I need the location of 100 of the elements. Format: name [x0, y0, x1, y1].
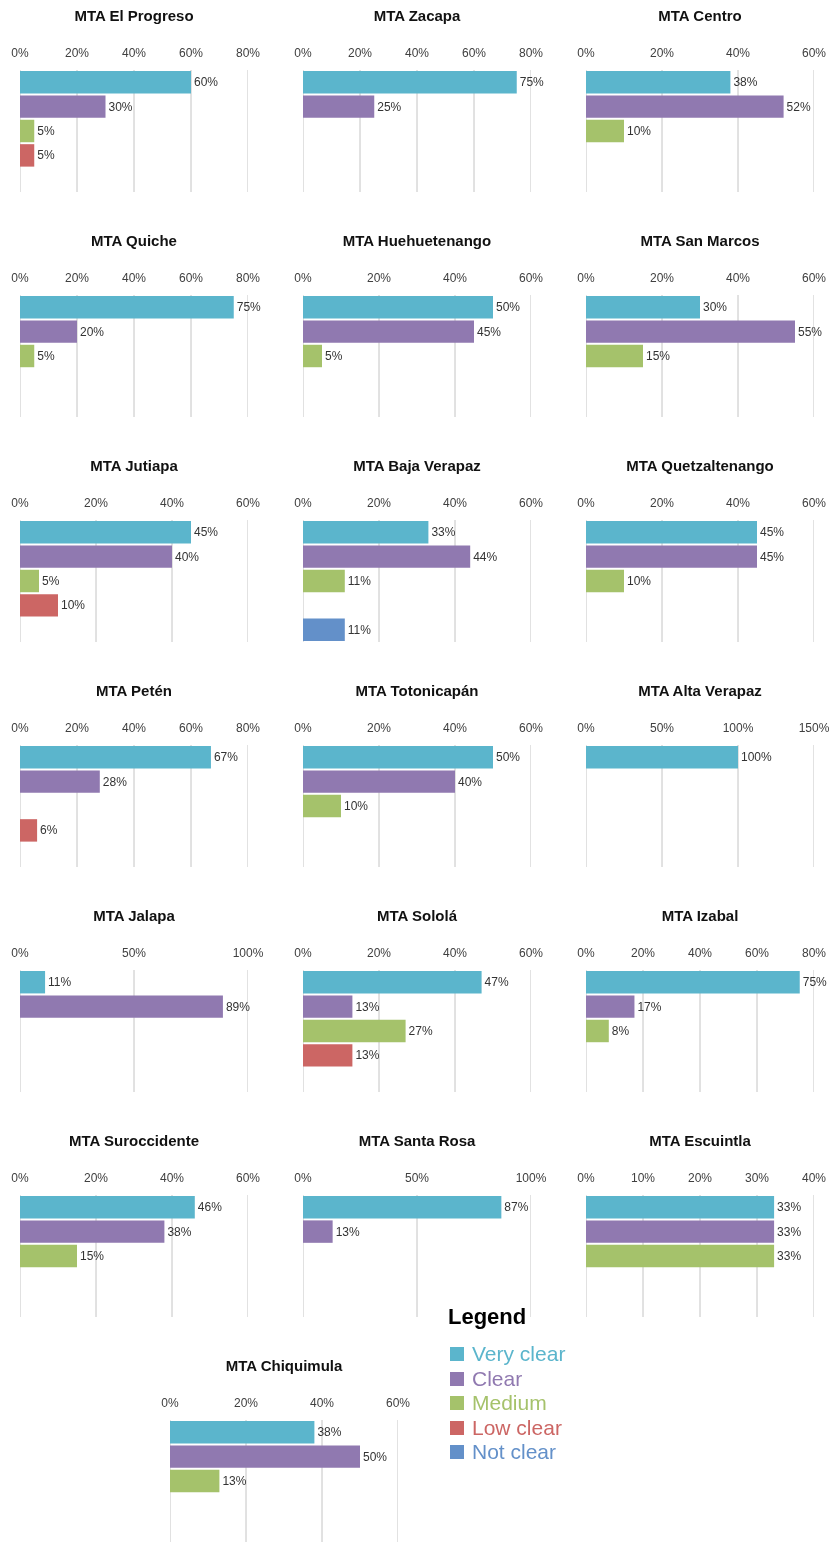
data-label: 25% — [377, 99, 402, 114]
x-tick-label: 30% — [744, 1170, 770, 1185]
x-tick-label: 80% — [801, 945, 827, 960]
chart-title: MTA Chiquimula — [225, 1356, 343, 1374]
chart-title: MTA Sololá — [377, 906, 458, 924]
x-tick-label: 10% — [630, 1170, 656, 1185]
data-label: 75% — [236, 300, 262, 315]
x-tick-label: 40% — [442, 495, 468, 510]
bar — [20, 770, 100, 793]
data-label: 87% — [504, 1200, 529, 1215]
bar — [586, 320, 795, 343]
x-tick-label: 60% — [518, 720, 544, 735]
bar — [303, 745, 493, 769]
bar — [303, 618, 345, 642]
legend-label: Clear — [472, 1366, 523, 1391]
chart-title: MTA Jutiapa — [90, 456, 179, 474]
data-label: 11% — [347, 574, 372, 588]
chart-title: MTA Izabal — [661, 906, 739, 924]
data-label: 67% — [213, 750, 239, 765]
legend-label: Medium — [472, 1391, 547, 1416]
x-tick-label: 80% — [235, 270, 261, 285]
x-tick-label: 60% — [518, 495, 544, 510]
x-tick-label: 0% — [11, 1170, 29, 1185]
x-tick-label: 20% — [64, 270, 90, 285]
data-label: 30% — [703, 300, 728, 315]
x-tick-label: 60% — [178, 720, 204, 735]
bar — [303, 295, 493, 319]
data-label: 13% — [355, 1048, 380, 1063]
x-tick-label: 60% — [178, 45, 204, 60]
data-label: 17% — [637, 999, 662, 1014]
data-label: 8% — [611, 1024, 630, 1038]
bar — [20, 545, 172, 568]
data-label: 5% — [325, 349, 343, 363]
x-tick-label: 60% — [178, 270, 204, 285]
x-tick-label: 0% — [294, 45, 312, 60]
x-tick-label: 60% — [385, 1395, 411, 1410]
x-tick-label: 0% — [577, 45, 595, 60]
bar — [586, 95, 784, 118]
x-tick-label: 150% — [798, 720, 830, 735]
bar — [20, 70, 191, 94]
data-label: 5% — [37, 148, 55, 163]
x-tick-label: 0% — [294, 945, 312, 960]
chart-title: MTA Petén — [96, 681, 172, 699]
data-label: 10% — [627, 574, 652, 588]
chart-title: MTA Suroccidente — [68, 1131, 200, 1149]
bar — [303, 970, 482, 994]
bar — [303, 320, 474, 343]
data-label: 45% — [194, 525, 219, 540]
x-tick-label: 0% — [294, 270, 312, 285]
chart-title: MTA Quiche — [91, 231, 177, 249]
data-label: 6% — [40, 823, 58, 838]
data-label: 28% — [102, 774, 128, 789]
data-label: 38% — [733, 75, 758, 90]
data-label: 20% — [80, 324, 105, 339]
data-label: 60% — [194, 75, 219, 90]
bar — [20, 119, 35, 143]
x-tick-label: 0% — [577, 270, 595, 285]
chart-title: MTA Zacapa — [373, 6, 461, 24]
chart-title: MTA Centro — [658, 6, 742, 24]
data-label: 50% — [496, 750, 521, 765]
bar — [20, 569, 39, 593]
data-label: 38% — [167, 1224, 192, 1239]
data-label: 75% — [519, 75, 545, 90]
bar — [303, 569, 345, 593]
chart-title: MTA San Marcos — [640, 231, 760, 249]
x-tick-label: 20% — [630, 945, 656, 960]
data-label: 45% — [760, 549, 785, 564]
x-tick-label: 60% — [518, 270, 544, 285]
x-tick-label: 0% — [577, 720, 595, 735]
x-tick-label: 40% — [442, 945, 468, 960]
data-label: 27% — [408, 1024, 433, 1038]
x-tick-label: 60% — [801, 495, 827, 510]
chart-title: MTA Escuintla — [649, 1131, 752, 1149]
data-label: 13% — [355, 999, 380, 1014]
x-tick-label: 0% — [577, 945, 595, 960]
x-tick-label: 20% — [64, 45, 90, 60]
data-label: 33% — [777, 1249, 802, 1263]
x-tick-label: 20% — [687, 1170, 713, 1185]
bar — [20, 320, 77, 343]
x-tick-label: 60% — [235, 1170, 261, 1185]
data-label: 11% — [347, 622, 372, 637]
x-tick-label: 40% — [121, 45, 147, 60]
x-tick-label: 0% — [11, 945, 29, 960]
x-tick-label: 50% — [121, 945, 147, 960]
bar — [20, 1220, 165, 1243]
x-tick-label: 40% — [159, 1170, 185, 1185]
data-label: 33% — [777, 1200, 802, 1215]
x-tick-label: 60% — [235, 495, 261, 510]
bar — [303, 794, 341, 818]
data-label: 10% — [344, 799, 369, 813]
data-label: 52% — [786, 99, 811, 114]
x-tick-label: 20% — [83, 1170, 109, 1185]
x-tick-label: 60% — [461, 45, 487, 60]
chart-title: MTA Santa Rosa — [358, 1131, 476, 1149]
x-tick-label: 20% — [347, 45, 373, 60]
x-tick-label: 40% — [159, 495, 185, 510]
data-label: 50% — [496, 300, 521, 315]
bar — [20, 344, 35, 368]
data-label: 15% — [80, 1249, 105, 1263]
x-tick-label: 20% — [366, 720, 392, 735]
